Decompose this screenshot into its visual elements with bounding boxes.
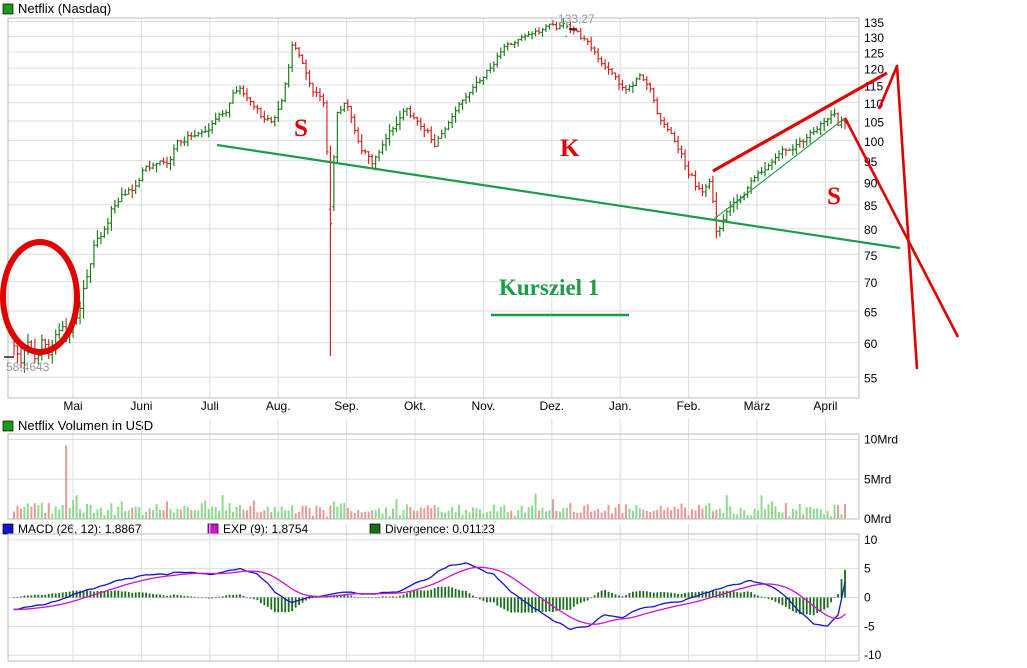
svg-text:Sep.: Sep. xyxy=(334,399,359,413)
svg-text:60: 60 xyxy=(864,337,878,351)
svg-text:0Mrd: 0Mrd xyxy=(864,512,891,526)
svg-text:135: 135 xyxy=(864,16,884,30)
svg-text:105: 105 xyxy=(864,116,884,130)
svg-text:Nov.: Nov. xyxy=(472,399,496,413)
svg-text:133,27: 133,27 xyxy=(558,12,595,26)
svg-text:April: April xyxy=(813,399,837,413)
svg-text:-10: -10 xyxy=(864,648,882,662)
svg-text:75: 75 xyxy=(864,249,878,263)
svg-text:65: 65 xyxy=(864,305,878,319)
svg-text:Kursziel 1: Kursziel 1 xyxy=(499,275,599,300)
svg-text:Juli: Juli xyxy=(201,399,219,413)
svg-text:Okt.: Okt. xyxy=(404,399,426,413)
svg-text:Netflix (Nasdaq): Netflix (Nasdaq) xyxy=(18,1,111,16)
svg-text:März: März xyxy=(744,399,771,413)
svg-text:Jan.: Jan. xyxy=(609,399,632,413)
svg-text:Netflix Volumen in USD: Netflix Volumen in USD xyxy=(18,418,153,433)
svg-text:Dez.: Dez. xyxy=(539,399,564,413)
svg-text:5Mrd: 5Mrd xyxy=(864,472,891,486)
svg-text:0: 0 xyxy=(864,591,871,605)
svg-text:125: 125 xyxy=(864,46,884,60)
svg-text:130: 130 xyxy=(864,31,884,45)
svg-text:10Mrd: 10Mrd xyxy=(864,433,898,447)
svg-text:Juni: Juni xyxy=(130,399,152,413)
svg-text:S: S xyxy=(294,115,308,142)
svg-text:5: 5 xyxy=(864,562,871,576)
svg-text:58,4643: 58,4643 xyxy=(6,360,50,374)
svg-text:85: 85 xyxy=(864,199,878,213)
svg-text:S: S xyxy=(827,183,841,210)
svg-text:K: K xyxy=(560,135,580,162)
svg-text:70: 70 xyxy=(864,276,878,290)
svg-text:Aug.: Aug. xyxy=(266,399,291,413)
svg-text:55: 55 xyxy=(864,372,878,386)
svg-text:80: 80 xyxy=(864,223,878,237)
svg-text:10: 10 xyxy=(864,533,878,547)
svg-text:Mai: Mai xyxy=(63,399,82,413)
svg-text:Feb.: Feb. xyxy=(677,399,701,413)
svg-text:-5: -5 xyxy=(864,619,875,633)
svg-text:100: 100 xyxy=(864,135,884,149)
